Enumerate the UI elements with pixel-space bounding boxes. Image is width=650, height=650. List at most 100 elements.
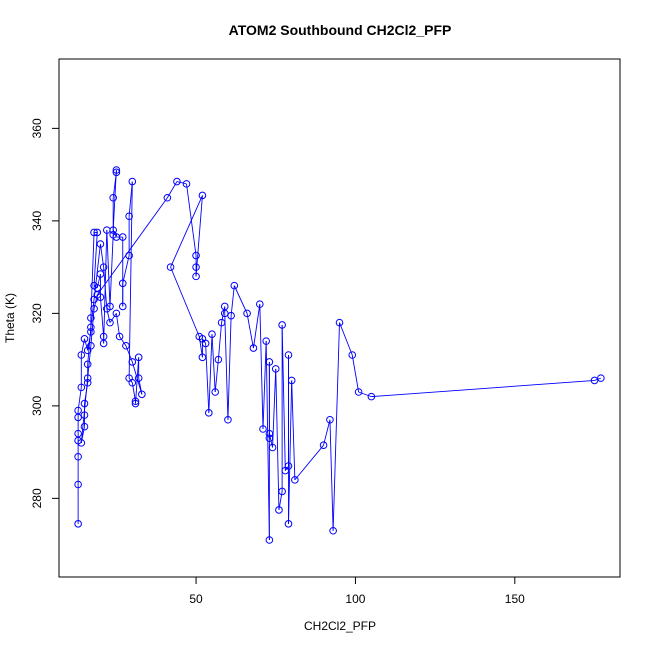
series-segment (339, 322, 353, 356)
series-segment (202, 338, 206, 344)
data-point (208, 330, 216, 338)
series-segment (170, 266, 200, 337)
series-segment (265, 341, 270, 541)
x-tick-label: 50 (189, 592, 203, 606)
data-point (192, 251, 200, 260)
series-segment (275, 368, 280, 510)
data-point (265, 429, 274, 438)
series-segment (99, 297, 105, 337)
series-segment (122, 255, 130, 284)
data-point (74, 406, 82, 415)
x-axis: 50 100 150 (189, 577, 525, 606)
data-point (103, 304, 111, 313)
data-point (80, 411, 89, 419)
data-point (115, 332, 124, 341)
series-segment (176, 181, 187, 185)
series-segment (205, 343, 210, 413)
series-segment (77, 387, 82, 411)
series-segment (131, 361, 143, 395)
series-segment (288, 380, 293, 524)
data-point (166, 263, 175, 271)
series-segment (96, 197, 168, 296)
series-segment (291, 380, 296, 480)
data-point (99, 263, 108, 271)
data-point (224, 415, 232, 424)
data-point (265, 358, 274, 366)
data-point (291, 476, 299, 484)
data-point (192, 272, 200, 281)
data-point (112, 168, 121, 177)
data-point (265, 536, 274, 544)
data-point (259, 425, 267, 433)
x-axis-label: CH2Cl2_PFP (304, 619, 376, 633)
data-point (284, 462, 293, 470)
data-point (74, 520, 82, 528)
x-tick-label: 100 (345, 592, 365, 606)
series-segment (323, 419, 331, 446)
series-segment (112, 169, 117, 231)
data-point (265, 434, 274, 443)
data-point (83, 378, 92, 387)
series-segment (233, 285, 248, 314)
data-point (284, 351, 293, 359)
plot-area-frame (58, 58, 621, 578)
series-segment (109, 234, 114, 307)
data-point (217, 318, 226, 327)
data-point (192, 263, 200, 271)
data-point (227, 311, 235, 320)
data-point (262, 337, 270, 345)
data-point (597, 374, 605, 382)
data-point (77, 383, 86, 392)
data-point (87, 341, 95, 350)
data-point (87, 323, 95, 332)
series-segment (281, 324, 286, 471)
data-point (198, 191, 207, 200)
data-point (80, 335, 89, 343)
series-segment (214, 359, 219, 393)
series-segment (211, 334, 216, 393)
data-point (138, 390, 146, 399)
data-point (278, 321, 286, 329)
series-segment (227, 315, 232, 420)
series-segment (351, 354, 360, 393)
series-segment (221, 306, 226, 323)
data-point (93, 291, 102, 299)
y-tick-label: 320 (30, 303, 44, 323)
series-segment (259, 304, 264, 430)
data-point (134, 374, 143, 382)
data-point (131, 397, 140, 406)
data-point (198, 353, 207, 362)
y-tick-label: 360 (30, 118, 44, 138)
series-segment (80, 338, 85, 356)
data-point (243, 309, 251, 318)
data-point (80, 422, 89, 431)
data-point (134, 353, 143, 362)
series-segment (272, 368, 277, 448)
series-segment (371, 379, 595, 398)
series-segment (90, 232, 95, 319)
data-point (230, 281, 239, 290)
data-point (348, 351, 357, 359)
series-segment (115, 313, 121, 337)
data-point (182, 180, 191, 188)
series-segment (80, 378, 89, 443)
data-point (77, 439, 86, 447)
series-segment (284, 465, 289, 471)
y-axis: 280 300 320 340 360 (30, 118, 59, 508)
data-point (112, 309, 121, 318)
series-segment (246, 313, 254, 349)
series-segment (128, 377, 133, 384)
data-point (74, 452, 82, 461)
data-point (271, 365, 280, 373)
data-point (354, 388, 363, 396)
series-segment (268, 433, 274, 448)
series-segment (90, 308, 95, 346)
data-point (90, 304, 98, 313)
data-point (249, 344, 258, 352)
series-segment (84, 338, 89, 351)
data-point (87, 328, 95, 336)
data-point (128, 358, 137, 366)
data-point (590, 376, 599, 385)
data-point (256, 300, 264, 308)
